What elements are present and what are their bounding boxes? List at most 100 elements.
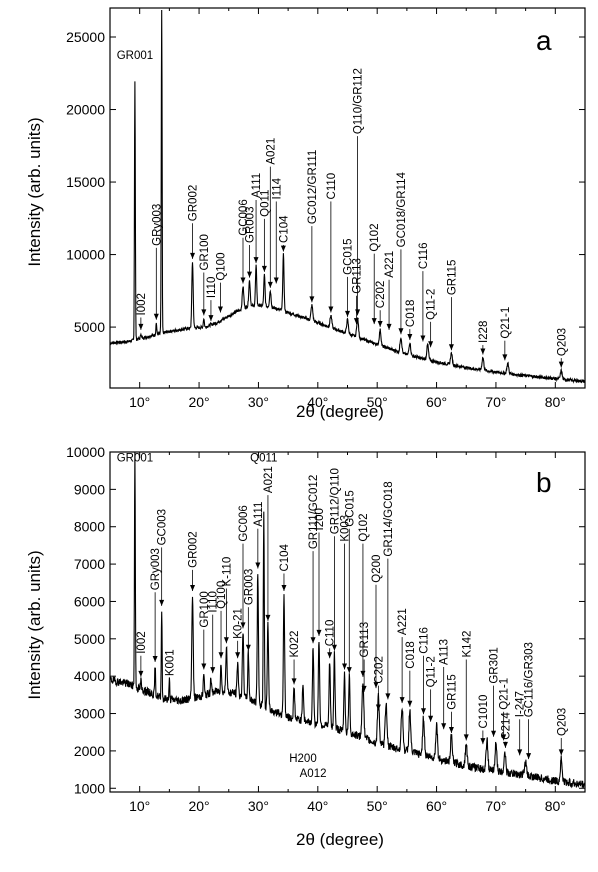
peak-annotation-arrowhead	[386, 323, 392, 330]
peak-annotation-label: Q203	[556, 708, 568, 736]
peak-annotation-arrowhead	[420, 335, 426, 342]
x-tick-label: 40°	[307, 798, 328, 814]
peak-annotation-label: A012	[300, 768, 327, 780]
peak-annotation-label: GC116/GR303	[524, 642, 536, 717]
peak-annotation-label: GR003	[245, 207, 257, 243]
peak-annotation-arrowhead	[280, 245, 286, 252]
peak-annotation-label: Q102	[358, 514, 370, 542]
x-tick-label: 50°	[367, 394, 388, 410]
peak-annotation-arrowhead	[267, 281, 273, 288]
peak-annotation-label: GC015	[343, 238, 355, 274]
peak-annotation-arrowhead	[355, 309, 361, 316]
x-tick-label: 40°	[307, 394, 328, 410]
x-tick-label: 80°	[545, 798, 566, 814]
peak-annotation-label: GC006	[238, 199, 250, 235]
peak-annotation-label: I110	[208, 591, 220, 613]
peak-annotation-label: GR003	[243, 569, 255, 605]
y-tick-label: 10000	[66, 444, 105, 460]
peak-annotation-arrowhead	[480, 348, 486, 355]
peak-annotation-arrowhead	[375, 704, 381, 711]
peak-annotation-label: GR301	[489, 647, 501, 683]
y-tick-label: 10000	[66, 247, 105, 263]
peak-annotation-label: GR100	[199, 591, 211, 627]
peak-annotation-label: C116	[419, 627, 431, 654]
peak-annotation-arrowhead	[353, 318, 359, 325]
peak-annotation-arrowhead	[371, 318, 377, 325]
peak-annotation-label: GR002	[188, 531, 200, 567]
peak-annotation-arrowhead	[342, 663, 348, 670]
peak-annotation-arrowhead	[428, 341, 434, 348]
peak-annotation-label: Q21-1	[499, 678, 511, 710]
peak-annotation-label: K0-21	[233, 608, 245, 639]
peak-annotation-label: K022	[289, 631, 301, 658]
y-tick-label: 1000	[74, 780, 105, 796]
peak-annotation-label: I002	[136, 631, 148, 653]
peak-annotation-label: GR113	[359, 622, 371, 658]
peak-annotation-label: GC006	[238, 505, 250, 541]
peak-annotation-arrowhead	[291, 678, 297, 685]
peak-annotation-arrowhead	[309, 296, 315, 303]
x-tick-label: 80°	[545, 394, 566, 410]
peak-annotation-arrowhead	[235, 652, 241, 659]
peak-annotation-arrowhead	[480, 738, 486, 745]
peak-annotation-label: A021	[265, 138, 277, 165]
x-tick-label: 70°	[485, 798, 506, 814]
peak-annotation-arrowhead	[240, 622, 246, 629]
peak-annotation-arrowhead	[526, 753, 532, 760]
xrd-pattern-line	[109, 451, 586, 789]
peak-annotation-label: C110	[326, 173, 338, 200]
peak-annotation-label: C110	[325, 620, 337, 647]
x-tick-label: 30°	[248, 798, 269, 814]
peak-annotation-arrowhead	[399, 697, 405, 704]
peak-annotation-label: I-247	[515, 691, 527, 717]
y-tick-label: 3000	[74, 706, 105, 722]
peak-annotation-arrowhead	[316, 629, 322, 636]
peak-annotation-arrowhead	[218, 652, 224, 659]
peak-annotation-label: GC018/GR114	[396, 171, 408, 247]
peak-annotation-arrowhead	[501, 734, 507, 741]
peak-annotation-label: H200	[289, 753, 317, 765]
peak-annotation-label: A221	[397, 608, 409, 635]
x-tick-label: 60°	[426, 798, 447, 814]
peak-annotation-label: GR115	[446, 260, 458, 296]
peak-annotation-label: GR112/Q110	[329, 468, 341, 534]
peak-annotation-arrowhead	[441, 723, 447, 730]
peak-annotation-label: GR001	[117, 452, 153, 464]
peak-annotation-arrowhead	[261, 265, 267, 272]
peak-annotation-arrowhead	[281, 584, 287, 591]
peak-annotation-arrowhead	[223, 637, 229, 644]
peak-annotation-arrowhead	[217, 306, 223, 313]
peak-annotation-label: C202	[375, 281, 387, 309]
y-tick-label: 4000	[74, 668, 105, 684]
peak-annotation-arrowhead	[385, 693, 391, 700]
peak-annotation-label: Q011	[250, 452, 277, 464]
peak-annotation-arrowhead	[398, 328, 404, 335]
peak-annotation-arrowhead	[210, 667, 216, 674]
peak-annotation-arrowhead	[328, 306, 334, 313]
peak-annotation-label: GR115	[446, 674, 458, 710]
x-tick-label: 20°	[188, 394, 209, 410]
y-tick-label: 20000	[66, 102, 105, 118]
peak-annotation-arrowhead	[253, 257, 259, 264]
peak-annotation-label: C1010	[478, 695, 490, 729]
panel-a-y-axis-title: Intensity (arb. units)	[25, 117, 44, 266]
y-tick-label: 15000	[66, 174, 105, 190]
panel-b-chart: b 2θ (degree) Intensity (arb. units) 10°…	[25, 444, 586, 849]
peak-annotation-label: GR100	[199, 234, 211, 270]
peak-annotation-label: GRy003	[151, 204, 163, 246]
peak-annotation-arrowhead	[345, 310, 350, 317]
peak-annotation-arrowhead	[448, 726, 454, 733]
peak-annotation-arrowhead	[247, 271, 253, 278]
y-tick-label: 6000	[74, 593, 105, 609]
peak-annotation-arrowhead	[558, 361, 564, 368]
peak-annotation-arrowhead	[373, 682, 379, 689]
peak-annotation-arrowhead	[190, 252, 196, 259]
peak-annotation-arrowhead	[331, 644, 337, 651]
x-tick-label: 10°	[129, 394, 150, 410]
x-tick-label: 30°	[248, 394, 269, 410]
y-tick-label: 25000	[66, 29, 105, 45]
peak-annotation-label: A021	[263, 466, 275, 493]
peak-annotation-label: Q110/GR112	[353, 68, 365, 134]
peak-annotation-arrowhead	[502, 741, 508, 748]
